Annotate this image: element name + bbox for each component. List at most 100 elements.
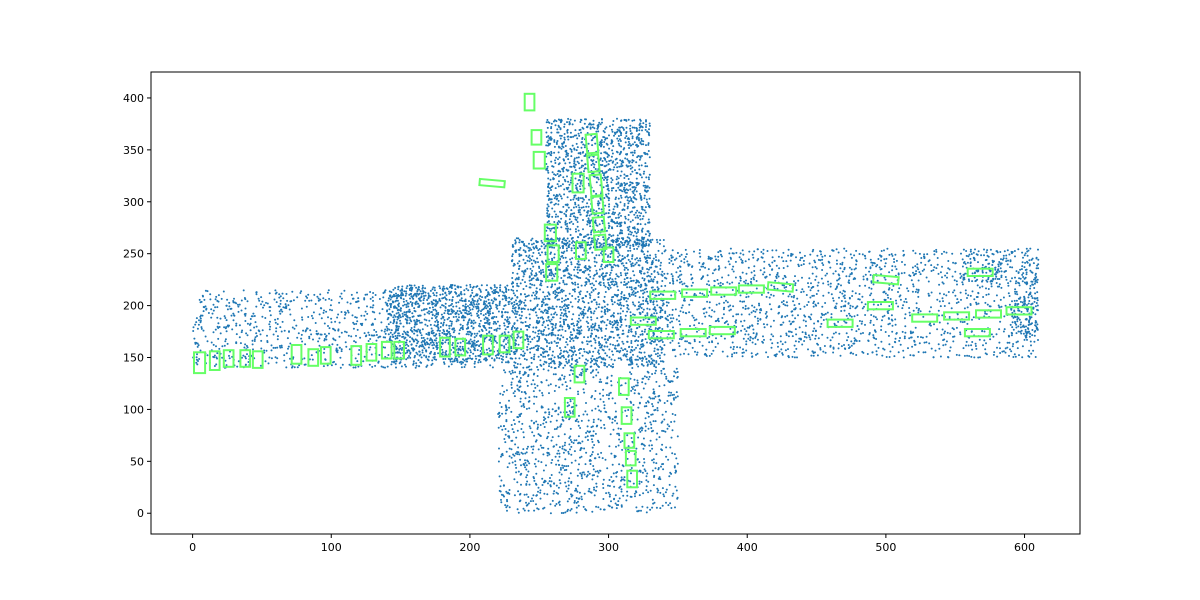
lidar-point [577,286,580,289]
lidar-point [543,360,546,363]
lidar-point [545,334,548,337]
lidar-point [584,269,587,272]
lidar-point [434,308,437,311]
lidar-point [214,328,217,331]
lidar-point [360,324,363,327]
lidar-point [204,289,207,292]
lidar-point [413,326,416,328]
lidar-point [307,316,310,318]
lidar-point [631,346,634,348]
lidar-point [518,239,521,241]
lidar-point [946,322,949,325]
lidar-point [629,363,632,366]
lidar-point [671,256,674,259]
lidar-point [456,345,459,348]
lidar-point [609,256,612,258]
lidar-point [545,339,548,342]
lidar-point [943,250,946,253]
lidar-point [646,312,649,315]
lidar-point [484,316,487,319]
lidar-point [738,282,741,285]
lidar-point [418,319,421,322]
lidar-point [850,344,853,347]
lidar-point [212,331,215,334]
lidar-point [555,323,557,325]
lidar-point [577,349,580,351]
lidar-point [357,353,360,356]
lidar-point [967,294,970,297]
lidar-point [521,278,524,281]
lidar-point [632,270,635,273]
lidar-point [727,305,730,308]
lidar-point [434,317,437,319]
lidar-point [424,291,427,294]
lidar-point [1007,292,1010,295]
lidar-point [354,341,357,344]
lidar-point [1011,266,1014,269]
lidar-point [411,337,414,340]
lidar-point [657,259,660,262]
lidar-point [437,352,440,355]
lidar-point [705,348,708,351]
lidar-point [467,333,470,336]
lidar-point [252,312,255,315]
lidar-point [941,314,944,317]
lidar-point [338,346,341,349]
lidar-point [538,338,540,341]
lidar-point [529,347,532,350]
lidar-point [817,302,820,305]
lidar-point [659,293,662,295]
lidar-point [635,279,638,282]
lidar-point [462,304,465,307]
lidar-point [821,255,824,258]
lidar-point [654,338,657,341]
lidar-point [583,306,586,309]
lidar-point [462,340,464,343]
lidar-point [524,281,526,284]
lidar-point [610,266,613,269]
lidar-point [246,353,248,356]
lidar-point [902,249,905,252]
lidar-point [912,309,915,312]
lidar-point [624,266,626,269]
lidar-point [386,365,389,368]
lidar-point [602,357,605,360]
lidar-point [918,342,921,345]
lidar-point [412,349,415,352]
lidar-point [782,267,785,269]
lidar-point [504,333,507,336]
lidar-point [564,307,567,310]
lidar-point [226,308,229,311]
lidar-point [531,283,534,286]
lidar-point [560,334,563,337]
lidar-point [551,305,554,308]
lidar-point [593,337,596,340]
lidar-point [367,340,370,342]
lidar-point [469,283,472,286]
lidar-point [461,345,464,348]
lidar-point [408,340,411,343]
lidar-point [293,327,296,330]
lidar-point [565,283,568,286]
lidar-point [636,355,639,358]
lidar-point [254,321,257,324]
lidar-point [504,311,507,314]
lidar-point [386,329,389,332]
lidar-point [915,270,918,273]
lidar-point [601,246,604,249]
lidar-point [840,284,842,287]
lidar-point [947,356,950,359]
lidar-point [448,316,450,319]
lidar-point [501,310,503,313]
lidar-point [364,318,367,321]
lidar-point [557,355,560,358]
lidar-point [643,278,646,280]
lidar-point [753,274,756,277]
lidar-point [887,288,890,291]
lidar-point [626,286,629,289]
lidar-point [562,336,565,339]
lidar-point [941,265,943,268]
lidar-point [571,295,574,297]
lidar-point [880,329,883,331]
lidar-point [1032,262,1035,265]
